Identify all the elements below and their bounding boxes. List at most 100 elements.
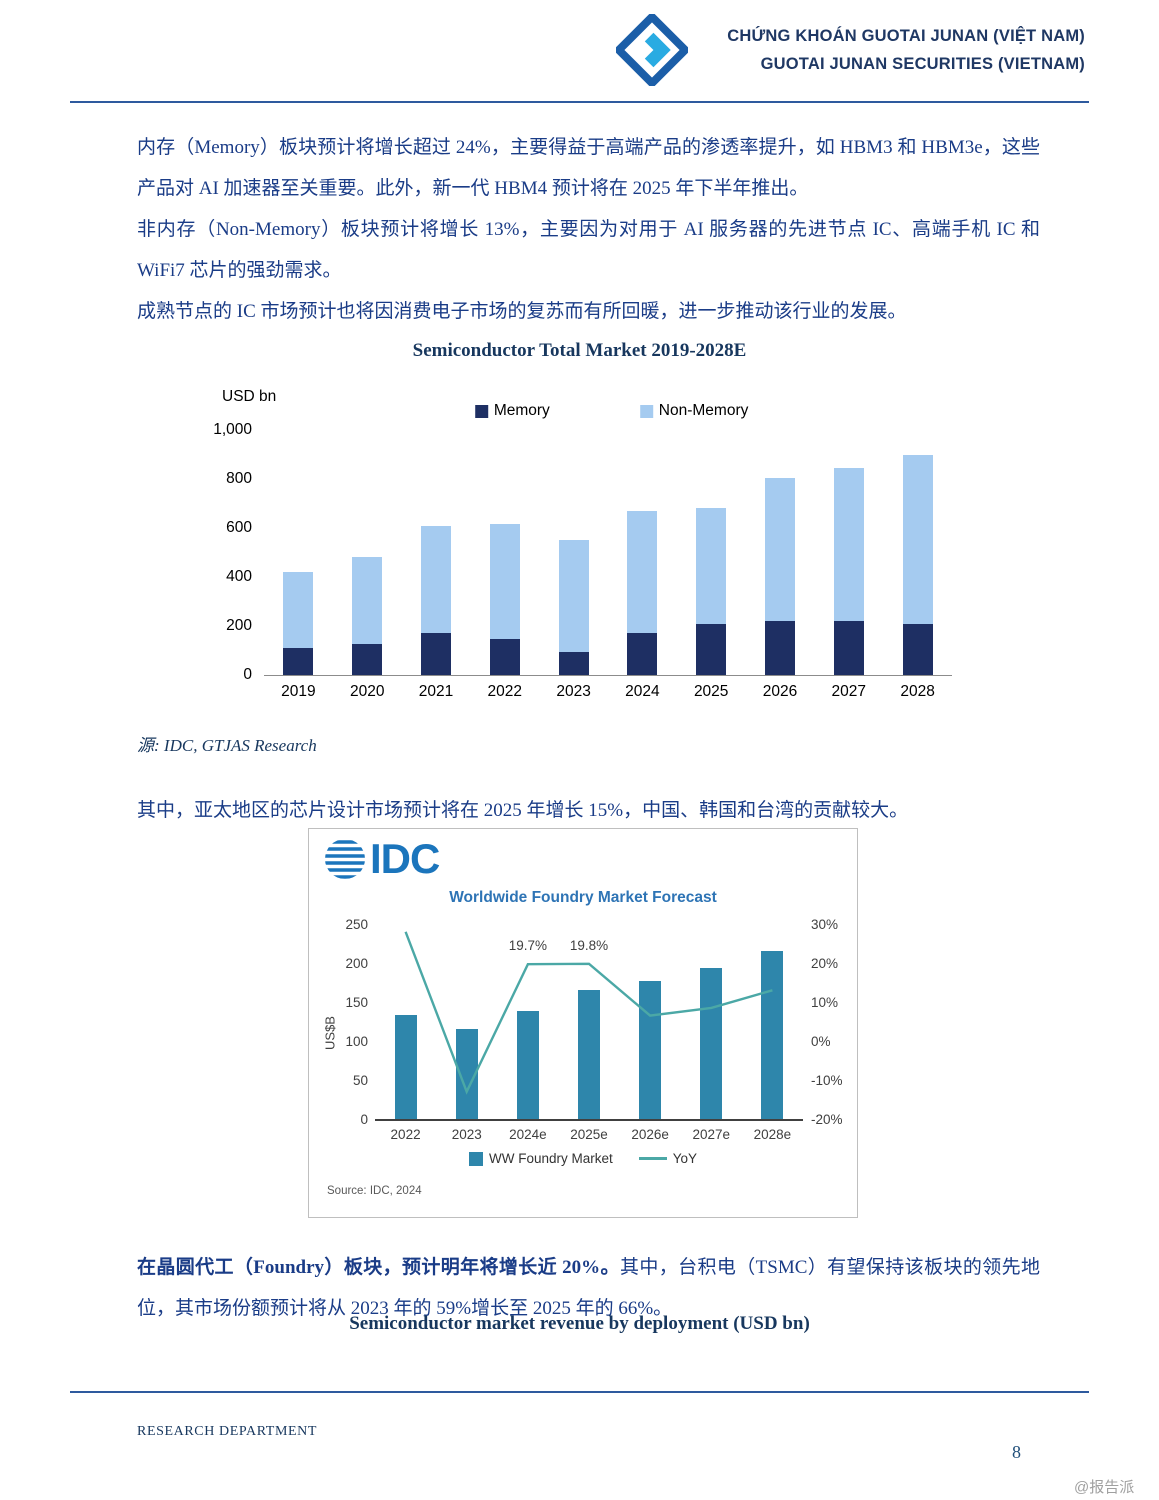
body-text: 内存（Memory）板块预计将增长超过 24%，主要得益于高端产品的渗透率提升，… [137,127,1040,332]
chart1-title: Semiconductor Total Market 2019-2028E [412,340,747,361]
idc-logo: IDC [323,835,440,882]
idc-left-axis: 250 200 150 100 50 0 [341,917,375,1127]
bar-segment-memory [352,644,383,675]
idc-bar-slot [375,924,436,1119]
stacked-bar [489,430,520,675]
line-swatch-icon [638,1157,667,1160]
chart1-bar-slot: 2021 [402,430,471,701]
stacked-bar [764,430,795,675]
idc-chart-plot: US$B 250 200 150 100 50 0 2022 2023 2024e 2025e 2… [319,917,847,1142]
y-axis-tick: 150 [345,995,368,1010]
stacked-bar [558,430,589,675]
idc-y-axis-label: US$B [322,1016,338,1050]
x-axis-tick: 2024e [509,1127,547,1142]
paragraph-mature-node: 成熟节点的 IC 市场预计也将因消费电子市场的复苏而有所回暖，进一步推动该行业的… [137,301,907,322]
x-axis-tick: 2025e [570,1127,608,1142]
chart1-bar-slot: 2022 [470,430,539,701]
bar-segment-memory [489,639,520,675]
stacked-bar [352,430,383,675]
legend-label: Non-Memory [658,402,749,419]
bar-segment-nonmemory [833,467,864,622]
bar-segment-memory [902,623,933,675]
y-axis-tick: 0% [811,1034,831,1049]
bar-segment-nonmemory [627,511,658,634]
stacked-bar [420,430,451,675]
chart1-bar-slot: 2024 [608,430,677,701]
y-axis-tick: 10% [811,995,839,1010]
paragraph-foundry: 在晶圆代工（Foundry）板块，预计明年将增长近 20%。其中，台积电（TSM… [137,1247,1040,1329]
idc-logo-text: IDC [370,835,440,882]
x-axis-tick: 2023 [556,683,591,700]
stacked-bar [627,430,658,675]
bar-segment-memory [833,621,864,675]
watermark: @报告派 [1074,1479,1135,1496]
bar-segment-memory [283,648,314,675]
bar-segment-nonmemory [902,454,933,624]
x-axis-tick: 2023 [451,1127,482,1142]
bar-segment-nonmemory [558,539,589,652]
legend-item: Non-Memory [639,402,749,420]
y-axis-tick: 200 [345,956,368,971]
bar-segment-memory [558,651,589,675]
x-axis-tick: 2028e [753,1127,792,1142]
y-axis-tick: 30% [811,917,839,932]
chart1-plot-area: 1,000 800 600 400 200 0 2019 2020 2021 2022 2023 2… [212,421,952,701]
idc-source: Source: IDC, 2024 [327,1185,422,1197]
bar-segment-nonmemory [764,478,795,622]
chart1-bar-slot: 2026 [746,430,815,701]
y-axis-tick: -10% [811,1073,843,1088]
y-axis-tick: -20% [811,1112,843,1127]
x-axis-tick: 2027e [692,1127,731,1142]
x-axis-tick: 2027 [831,683,867,700]
idc-legend-line-label: YoY [672,1151,698,1166]
chart1-source: 源: IDC, GTJAS Research [137,736,317,755]
chart1-bar-slot: 2020 [333,430,402,701]
paragraph-non-memory: 非内存（Non-Memory）板块预计将增长 13%，主要因为对用于 AI 服务… [137,219,1040,281]
idc-x-axis-labels: 2022 2023 2024e 2025e 2026e 2027e 2028e [375,1127,803,1142]
company-name-line2: GUOTAI JUNAN SECURITIES (VIETNAM) [760,55,1085,73]
idc-legend-bars: WW Foundry Market [468,1151,613,1166]
legend-swatch-icon [474,404,488,418]
y-axis-tick: 20% [811,956,839,971]
chart1-baseline [264,675,952,676]
foundry-bar [577,990,600,1119]
idc-y-axis-label-column: US$B [319,924,341,1142]
y-axis-tick: 1,000 [213,421,252,438]
y-axis-tick: 100 [345,1034,368,1049]
bar-segment-memory [764,621,795,675]
y-axis-tick: 800 [226,470,252,487]
idc-legend: WW Foundry Market YoY [309,1151,857,1166]
y-axis-tick: 250 [345,917,368,932]
bar-segment-memory [420,633,451,675]
idc-legend-line: YoY [638,1151,698,1166]
y-axis-tick: 0 [360,1112,368,1127]
chart1-y-axis-label: USD bn [222,388,277,405]
company-logo [613,11,691,89]
idc-bars [375,924,803,1121]
x-axis-tick: 2026e [631,1127,669,1142]
y-axis-tick: 600 [226,519,252,536]
chart1-bar-slot: 2027 [814,430,883,701]
y-axis-tick: 50 [352,1073,368,1088]
stacked-bar [696,430,727,675]
bar-segment-nonmemory [352,556,383,645]
idc-globe-icon [325,840,365,879]
x-axis-tick: 2026 [762,683,798,700]
idc-plot-center: 2022 2023 2024e 2025e 2026e 2027e 2028e 19.7% 1… [375,924,803,1142]
bar-segment-nonmemory [489,523,520,640]
idc-right-axis: 30% 20% 10% 0% -10% -20% [803,917,847,1127]
x-axis-tick: 2019 [281,683,316,700]
stacked-bar [902,430,933,675]
paragraph-foundry-bold: 在晶圆代工（Foundry）板块，预计明年将增长近 20%。 [137,1257,620,1278]
next-chart-title: Semiconductor market revenue by deployme… [349,1313,810,1334]
stacked-bar [833,430,864,675]
x-axis-tick: 2024 [625,683,660,700]
y-axis-tick: 400 [226,568,252,585]
company-name-line1: CHỨNG KHOÁN GUOTAI JUNAN (VIỆT NAM) [727,27,1085,45]
x-axis-tick: 2021 [418,683,454,700]
bar-segment-memory [696,623,727,675]
header-divider [70,101,1089,103]
x-axis-tick: 2028 [900,683,935,700]
legend-label: Memory [493,402,550,419]
